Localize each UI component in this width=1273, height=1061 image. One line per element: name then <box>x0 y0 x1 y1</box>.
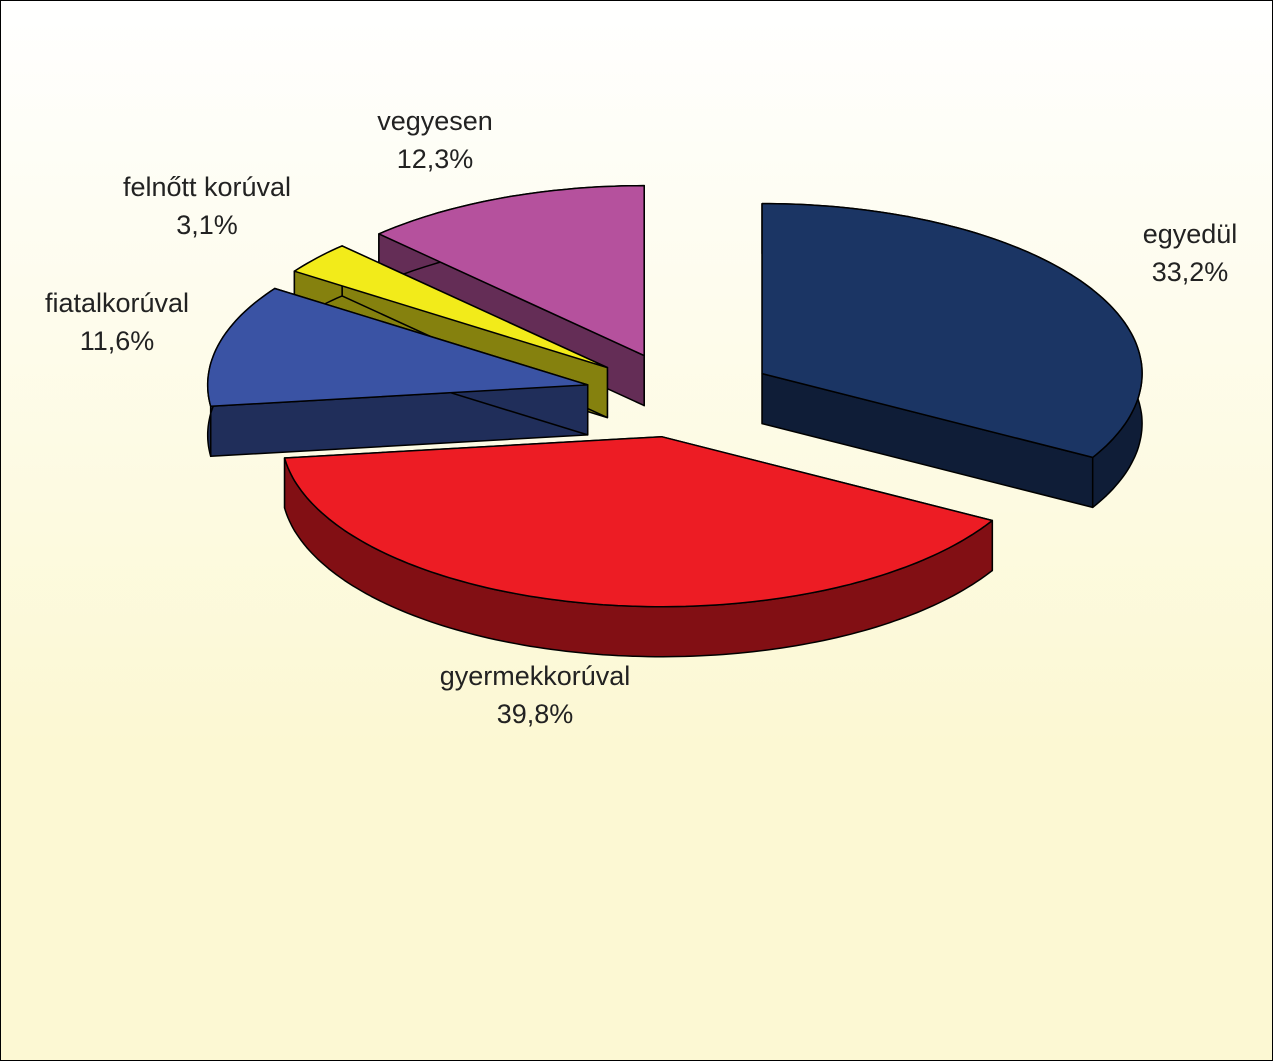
slice-value-label: 3,1% <box>176 210 238 240</box>
slice-top <box>206 287 589 408</box>
slice-value-label: 39,8% <box>497 699 574 729</box>
slice <box>206 287 589 458</box>
slice-value-label: 12,3% <box>397 144 474 174</box>
slice-top <box>761 202 1143 459</box>
slice-top <box>293 245 609 369</box>
slice-label: vegyesen <box>377 106 493 136</box>
slice-label: gyermekkorúval <box>440 661 631 691</box>
slice-top <box>283 435 994 608</box>
slice <box>283 435 994 658</box>
slice <box>761 202 1143 509</box>
slice-top <box>378 184 645 357</box>
slice-label: egyedül <box>1143 219 1238 249</box>
slice-value-label: 33,2% <box>1152 257 1229 287</box>
slice-label: fiatalkorúval <box>45 288 189 318</box>
slice-value-label: 11,6% <box>80 326 155 356</box>
slice-label: felnőtt korúval <box>123 172 291 202</box>
